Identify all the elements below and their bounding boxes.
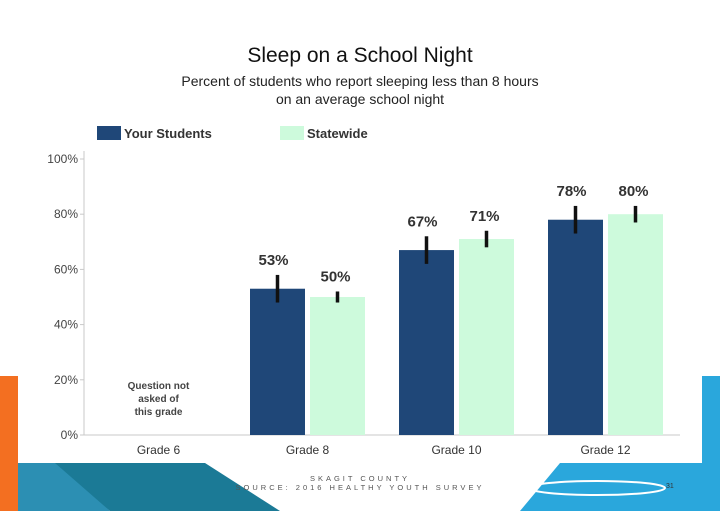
data-label: 53%: [258, 252, 288, 269]
y-tick-label: 60%: [54, 262, 78, 276]
page-number: 31: [666, 483, 674, 490]
subtitle-line-1: Percent of students who report sleeping …: [181, 73, 539, 89]
bar: [310, 297, 365, 435]
x-tick-label: Grade 10: [431, 443, 481, 457]
legend-label: Your Students: [124, 126, 212, 141]
chart-panel: 0% 20% 40% 60% 80% 100% Your Students Statewide…: [18, 115, 702, 463]
y-tick-label: 80%: [54, 207, 78, 221]
annotation-line: Question not: [128, 381, 190, 392]
slide-title: Sleep on a School Night: [247, 44, 473, 67]
y-tick-label: 20%: [54, 373, 78, 387]
data-label: 67%: [407, 213, 437, 230]
blue-accent-shape-bottom: [520, 463, 702, 511]
y-tick-label: 40%: [54, 318, 78, 332]
legend-swatch: [280, 126, 304, 140]
teal-accent-shape: [18, 463, 110, 511]
subtitle-line-2: on an average school night: [275, 91, 445, 107]
dark-teal-accent-shape: [55, 463, 280, 511]
slide-subtitle: Percent of students who report sleeping …: [0, 72, 720, 108]
bar: [250, 288, 305, 435]
y-tick-label: 100%: [47, 152, 78, 166]
footer-county: SKAGIT COUNTY: [309, 474, 411, 483]
data-label: 80%: [618, 183, 648, 200]
y-tick-label: 0%: [61, 428, 79, 442]
data-label: 71%: [469, 208, 499, 225]
legend-label: Statewide: [307, 126, 368, 141]
page-number-ellipse: [528, 480, 666, 496]
bar: [548, 219, 603, 435]
blue-accent-shape-right: [702, 376, 720, 511]
orange-accent-shape: [0, 376, 18, 511]
footer-source: SOURCE: 2016 HEALTHY YOUTH SURVEY: [235, 483, 485, 492]
data-label: 78%: [556, 183, 586, 200]
bar-chart: 0% 20% 40% 60% 80% 100% Your Students Statewide…: [47, 126, 680, 457]
x-tick-label: Grade 8: [286, 443, 330, 457]
x-tick-label: Grade 6: [137, 443, 181, 457]
legend-swatch: [97, 126, 121, 140]
annotation-line: this grade: [135, 407, 183, 418]
slide-footer: SKAGIT COUNTY SOURCE: 2016 HEALTHY YOUTH…: [230, 474, 490, 492]
bar: [399, 250, 454, 435]
data-label: 50%: [320, 268, 350, 285]
annotation-line: asked of: [138, 394, 179, 405]
bar: [608, 214, 663, 435]
bar: [459, 239, 514, 435]
x-tick-label: Grade 12: [580, 443, 630, 457]
